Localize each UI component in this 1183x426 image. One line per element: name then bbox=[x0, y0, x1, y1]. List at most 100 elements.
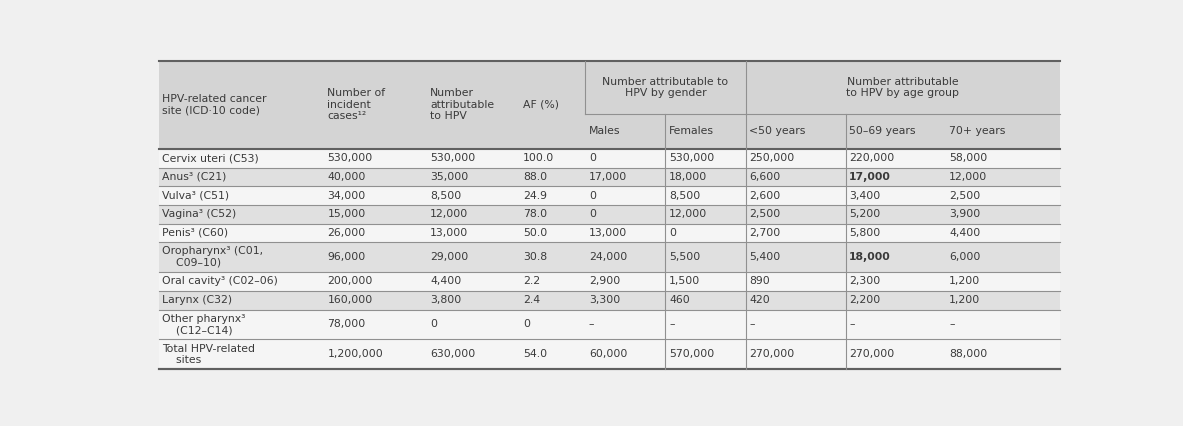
Text: 0: 0 bbox=[589, 153, 596, 163]
Text: 15,000: 15,000 bbox=[328, 209, 366, 219]
Text: 100.0: 100.0 bbox=[523, 153, 554, 163]
Text: 8,500: 8,500 bbox=[431, 190, 461, 201]
Text: 2,500: 2,500 bbox=[749, 209, 781, 219]
Text: –: – bbox=[849, 320, 855, 329]
Text: <50 years: <50 years bbox=[749, 126, 806, 136]
Text: 12,000: 12,000 bbox=[668, 209, 707, 219]
Text: Oropharynx³ (C01,
    C09–10): Oropharynx³ (C01, C09–10) bbox=[162, 246, 264, 268]
Text: 630,000: 630,000 bbox=[431, 349, 476, 360]
Text: 2.4: 2.4 bbox=[523, 295, 541, 305]
Text: 18,000: 18,000 bbox=[668, 172, 707, 182]
Bar bbox=[159, 340, 1060, 369]
Text: 250,000: 250,000 bbox=[749, 153, 795, 163]
Bar bbox=[159, 167, 1060, 186]
Text: Total HPV-related
    sites: Total HPV-related sites bbox=[162, 343, 256, 365]
Bar bbox=[159, 224, 1060, 242]
Text: Number of
incident
cases¹²: Number of incident cases¹² bbox=[328, 88, 386, 121]
Text: 88.0: 88.0 bbox=[523, 172, 547, 182]
Text: 96,000: 96,000 bbox=[328, 252, 366, 262]
Text: 2,200: 2,200 bbox=[849, 295, 880, 305]
Text: 6,600: 6,600 bbox=[749, 172, 781, 182]
Text: 40,000: 40,000 bbox=[328, 172, 366, 182]
Bar bbox=[159, 291, 1060, 310]
Text: Anus³ (C21): Anus³ (C21) bbox=[162, 172, 227, 182]
Text: 5,400: 5,400 bbox=[749, 252, 781, 262]
Text: 4,400: 4,400 bbox=[431, 276, 461, 287]
Text: 460: 460 bbox=[668, 295, 690, 305]
Text: 13,000: 13,000 bbox=[431, 228, 468, 238]
Text: 200,000: 200,000 bbox=[328, 276, 373, 287]
Text: Males: Males bbox=[589, 126, 620, 136]
Text: 270,000: 270,000 bbox=[849, 349, 894, 360]
Text: 2,500: 2,500 bbox=[949, 190, 981, 201]
Text: 2,600: 2,600 bbox=[749, 190, 781, 201]
Text: 12,000: 12,000 bbox=[431, 209, 468, 219]
Bar bbox=[159, 186, 1060, 205]
Text: 5,500: 5,500 bbox=[668, 252, 700, 262]
Text: 160,000: 160,000 bbox=[328, 295, 373, 305]
Text: 29,000: 29,000 bbox=[431, 252, 468, 262]
Bar bbox=[159, 242, 1060, 272]
Text: 530,000: 530,000 bbox=[328, 153, 373, 163]
Text: 58,000: 58,000 bbox=[949, 153, 988, 163]
Text: 3,800: 3,800 bbox=[431, 295, 461, 305]
Text: 0: 0 bbox=[668, 228, 675, 238]
Text: Vulva³ (C51): Vulva³ (C51) bbox=[162, 190, 230, 201]
Text: 270,000: 270,000 bbox=[749, 349, 795, 360]
Text: 3,300: 3,300 bbox=[589, 295, 620, 305]
Text: 30.8: 30.8 bbox=[523, 252, 547, 262]
Bar bbox=[159, 272, 1060, 291]
Text: 1,200: 1,200 bbox=[949, 295, 981, 305]
Text: 530,000: 530,000 bbox=[431, 153, 476, 163]
Text: 530,000: 530,000 bbox=[668, 153, 715, 163]
Text: 3,900: 3,900 bbox=[949, 209, 981, 219]
Text: 2,900: 2,900 bbox=[589, 276, 620, 287]
Text: 54.0: 54.0 bbox=[523, 349, 547, 360]
Text: 4,400: 4,400 bbox=[949, 228, 981, 238]
Text: 34,000: 34,000 bbox=[328, 190, 366, 201]
Text: 220,000: 220,000 bbox=[849, 153, 894, 163]
Text: Females: Females bbox=[668, 126, 715, 136]
Text: Larynx (C32): Larynx (C32) bbox=[162, 295, 233, 305]
Text: Cervix uteri (C53): Cervix uteri (C53) bbox=[162, 153, 259, 163]
Text: –: – bbox=[749, 320, 755, 329]
Text: 3,400: 3,400 bbox=[849, 190, 880, 201]
Text: Number attributable
to HPV by age group: Number attributable to HPV by age group bbox=[846, 77, 959, 98]
Text: 35,000: 35,000 bbox=[431, 172, 468, 182]
Text: 2,700: 2,700 bbox=[749, 228, 781, 238]
Text: –: – bbox=[949, 320, 955, 329]
Text: 50–69 years: 50–69 years bbox=[849, 126, 916, 136]
Text: 70+ years: 70+ years bbox=[949, 126, 1006, 136]
Text: 5,800: 5,800 bbox=[849, 228, 880, 238]
Text: 2.2: 2.2 bbox=[523, 276, 541, 287]
Text: Number
attributable
to HPV: Number attributable to HPV bbox=[431, 88, 494, 121]
Bar bbox=[159, 205, 1060, 224]
Text: 18,000: 18,000 bbox=[849, 252, 891, 262]
Text: HPV-related cancer
site (ICD·10 code): HPV-related cancer site (ICD·10 code) bbox=[162, 94, 267, 116]
Text: 2,300: 2,300 bbox=[849, 276, 880, 287]
Text: 60,000: 60,000 bbox=[589, 349, 627, 360]
Text: 17,000: 17,000 bbox=[849, 172, 891, 182]
Text: Vagina³ (C52): Vagina³ (C52) bbox=[162, 209, 237, 219]
Text: 0: 0 bbox=[589, 190, 596, 201]
Text: 78.0: 78.0 bbox=[523, 209, 547, 219]
Text: Penis³ (C60): Penis³ (C60) bbox=[162, 228, 228, 238]
Text: 24,000: 24,000 bbox=[589, 252, 627, 262]
Text: 17,000: 17,000 bbox=[589, 172, 627, 182]
Text: 1,200,000: 1,200,000 bbox=[328, 349, 383, 360]
Text: Number attributable to
HPV by gender: Number attributable to HPV by gender bbox=[602, 77, 729, 98]
Text: 50.0: 50.0 bbox=[523, 228, 548, 238]
Text: 0: 0 bbox=[431, 320, 438, 329]
Text: –: – bbox=[589, 320, 594, 329]
Text: 0: 0 bbox=[589, 209, 596, 219]
Text: Oral cavity³ (C02–06): Oral cavity³ (C02–06) bbox=[162, 276, 278, 287]
Text: 78,000: 78,000 bbox=[328, 320, 366, 329]
Text: 26,000: 26,000 bbox=[328, 228, 366, 238]
Bar bbox=[159, 310, 1060, 340]
Text: 890: 890 bbox=[749, 276, 770, 287]
Text: 12,000: 12,000 bbox=[949, 172, 988, 182]
Text: 8,500: 8,500 bbox=[668, 190, 700, 201]
Text: 570,000: 570,000 bbox=[668, 349, 715, 360]
Text: 1,500: 1,500 bbox=[668, 276, 700, 287]
Text: 13,000: 13,000 bbox=[589, 228, 627, 238]
